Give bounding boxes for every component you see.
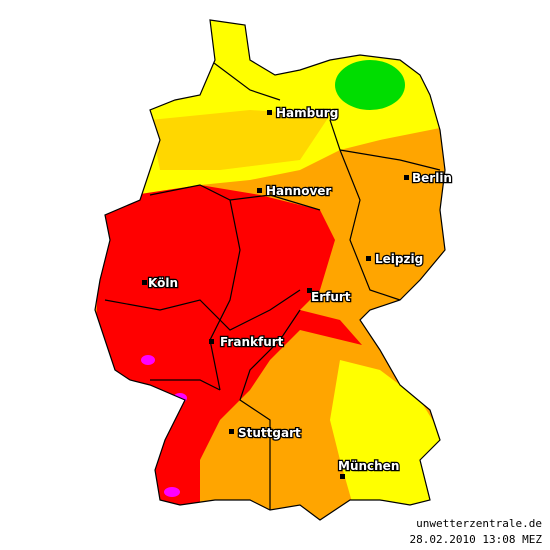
region-yellow-south [330,360,445,520]
city-label: München [338,459,399,473]
city-label: Hannover [266,184,331,198]
city-label: Hamburg [276,106,338,120]
city-dot [257,188,262,193]
timestamp-label: 28.02.2010 13:08 MEZ [410,533,543,546]
region-yellow-north [95,20,445,195]
city-dot [340,474,345,479]
source-label: unwetterzentrale.de [416,517,542,530]
city-label: Erfurt [311,290,351,304]
city-dot [366,256,371,261]
city-label: Leipzig [375,252,423,266]
region-magenta [164,487,180,497]
city-dot [142,280,147,285]
city-dot [267,110,272,115]
state-borders [104,59,441,510]
city-dot [209,339,214,344]
country-border [94,19,446,521]
city-dot [404,175,409,180]
cities: Hamburg Berlin Hannover Leipzig Köln Erf… [142,105,453,479]
city-label: Köln [148,276,178,290]
region-green [335,60,405,110]
city-label: Stuttgart [238,426,301,440]
city-label: Berlin [412,171,452,185]
city-label: Frankfurt [220,335,284,349]
region-yellow-dark [150,110,330,170]
city-dot [229,429,234,434]
city-dot [307,288,312,293]
region-magenta [141,355,155,365]
